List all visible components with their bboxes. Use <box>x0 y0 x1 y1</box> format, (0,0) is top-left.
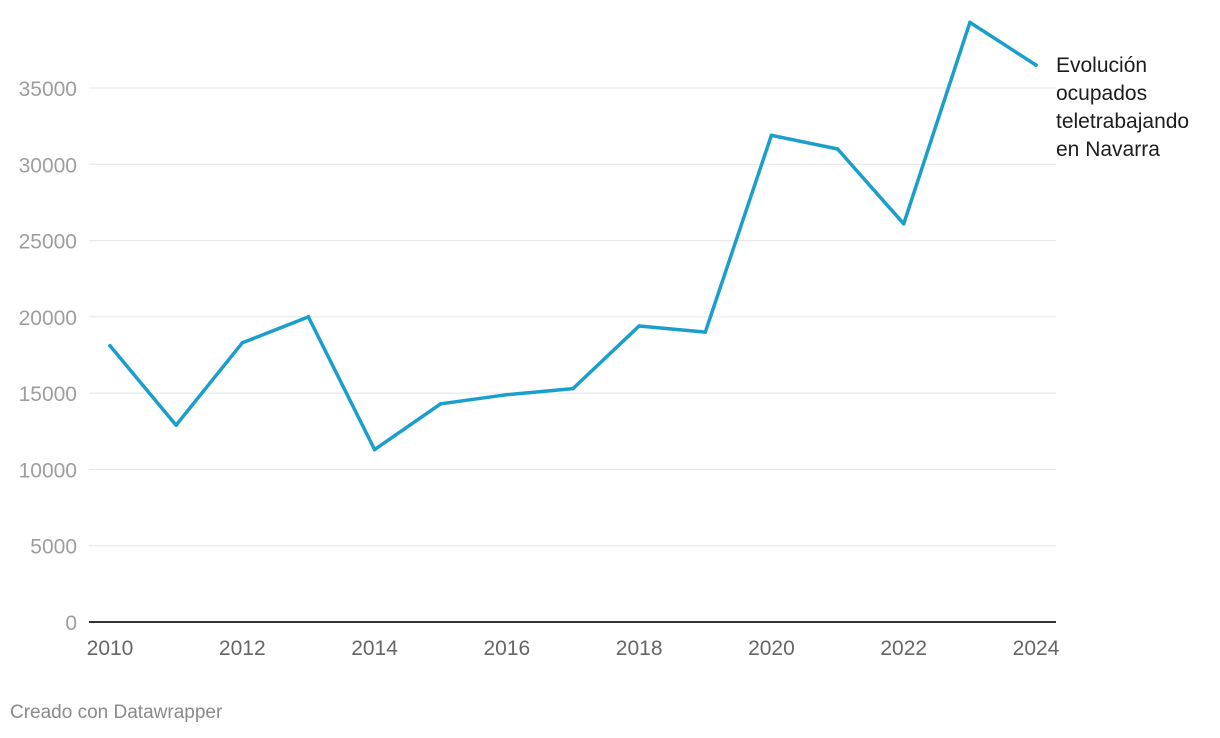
x-tick-label: 2012 <box>219 637 266 660</box>
data-point <box>1034 63 1038 67</box>
series-line <box>108 20 1038 452</box>
y-tick-label: 20000 <box>19 307 77 330</box>
data-point <box>637 324 641 328</box>
y-tick-label: 0 <box>65 612 77 635</box>
x-tick-label: 2014 <box>351 637 398 660</box>
data-point <box>571 386 575 391</box>
series-label-line: en Navarra <box>1056 138 1160 161</box>
series-label: Evolución ocupados teletrabajando en Navarr… <box>1056 54 1189 161</box>
x-tick-label: 2016 <box>483 637 530 660</box>
data-point <box>835 147 840 151</box>
data-point <box>174 423 178 427</box>
y-tick-label: 15000 <box>19 383 77 406</box>
data-point <box>108 344 112 348</box>
data-point <box>968 20 972 25</box>
x-tick-label: 2024 <box>1013 637 1060 660</box>
y-tick-label: 35000 <box>19 78 77 101</box>
credit-text: Creado con Datawrapper <box>10 702 223 723</box>
y-tick-label: 25000 <box>19 231 77 254</box>
series-label-line: teletrabajando <box>1056 110 1189 133</box>
x-tick-label: 2020 <box>748 637 795 660</box>
y-tick-label: 30000 <box>19 154 77 177</box>
data-point <box>901 221 906 226</box>
data-point <box>306 315 311 319</box>
data-point <box>769 133 774 138</box>
series-label-line: Evolución <box>1056 54 1147 77</box>
data-point <box>438 402 443 406</box>
data-point <box>240 340 245 345</box>
x-tick-label: 2022 <box>880 637 927 660</box>
data-point <box>703 330 708 334</box>
series-label-line: ocupados <box>1056 82 1147 105</box>
x-tick-label: 2010 <box>87 637 134 660</box>
data-point <box>372 447 377 452</box>
data-point <box>505 392 509 397</box>
y-tick-label: 10000 <box>19 459 77 482</box>
x-tick-label: 2018 <box>616 637 663 660</box>
y-tick-label: 5000 <box>30 536 77 559</box>
